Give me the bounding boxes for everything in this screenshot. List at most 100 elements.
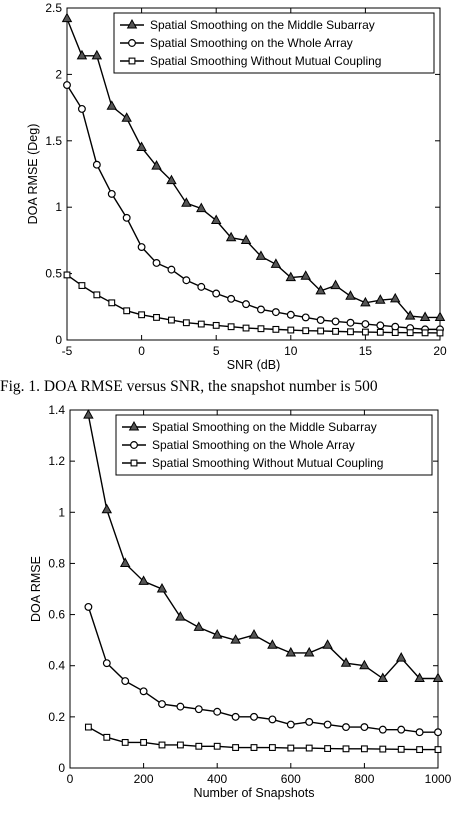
chart2-x-tick-label: 200 bbox=[134, 772, 154, 786]
chart2-y-tick-label: 0.6 bbox=[48, 608, 65, 622]
chart1-data-point bbox=[255, 250, 267, 260]
chart2-series-circle bbox=[84, 602, 442, 737]
chart1-data-point bbox=[152, 259, 161, 267]
chart2-data-point bbox=[360, 723, 369, 732]
chart2-data-point bbox=[248, 629, 260, 639]
chart2-data-point bbox=[324, 745, 332, 752]
chart2-data-point bbox=[158, 741, 166, 749]
chart1-series-circle bbox=[63, 81, 444, 334]
chart1-data-point bbox=[196, 202, 207, 213]
chart1-data-point bbox=[240, 234, 252, 244]
chart1-data-point bbox=[106, 100, 118, 110]
chart2-series-square bbox=[84, 723, 442, 754]
chart2-x-tick-label: 0 bbox=[67, 772, 74, 786]
chart2-data-point bbox=[359, 659, 370, 670]
chart1-data-point bbox=[376, 321, 385, 330]
chart1-data-point bbox=[197, 282, 206, 291]
chart2-data-point bbox=[432, 672, 444, 683]
chart2-data-point bbox=[195, 742, 203, 750]
chart1-data-point bbox=[375, 294, 386, 304]
chart2-data-point bbox=[416, 746, 424, 754]
chart1-data-point bbox=[78, 282, 86, 289]
chart1-plot-frame bbox=[66, 7, 441, 341]
chart1-data-point bbox=[210, 214, 222, 225]
chart1-data-point bbox=[285, 271, 297, 282]
chart2-data-point bbox=[303, 646, 315, 657]
chart2-data-point bbox=[156, 583, 168, 593]
chart2-data-point bbox=[397, 745, 405, 753]
chart2-data-point bbox=[305, 744, 313, 752]
chart1-data-point bbox=[436, 329, 444, 337]
chart1-y-tick-label: 2.5 bbox=[45, 1, 62, 15]
chart1-data-point bbox=[166, 174, 177, 185]
chart2-data-point bbox=[415, 728, 424, 737]
chart1-data-point bbox=[315, 284, 326, 295]
chart1-data-point bbox=[361, 328, 369, 336]
chart2-data-point bbox=[102, 659, 111, 668]
chart2-data-point bbox=[213, 742, 221, 750]
chart1-data-point bbox=[182, 276, 191, 285]
chart2-y-tick-label: 1.2 bbox=[48, 454, 65, 468]
chart1-data-point bbox=[138, 311, 146, 319]
chart2-legend-box bbox=[115, 414, 433, 476]
chart1-data-point bbox=[153, 313, 160, 321]
chart1-legend-marker bbox=[126, 19, 138, 29]
chart1-data-point bbox=[391, 329, 399, 336]
chart2-data-point bbox=[121, 738, 129, 746]
chart1-data-point bbox=[346, 318, 355, 327]
chart2-legend-label: Spatial Smoothing on the Whole Array bbox=[152, 438, 355, 452]
chart1-legend-label: Spatial Smoothing Without Mutual Couplin… bbox=[150, 54, 381, 68]
chart2-legend-marker bbox=[130, 459, 138, 467]
chart2-plot-frame bbox=[69, 409, 439, 769]
chart2-y-axis-label: DOA RMSE bbox=[29, 556, 43, 622]
chart2-legend-marker bbox=[128, 421, 140, 431]
chart1-series-triangle bbox=[61, 12, 446, 321]
chart1-data-point bbox=[389, 292, 401, 303]
chart1-data-point bbox=[182, 319, 190, 327]
chart2-data-point bbox=[268, 715, 277, 724]
chart1-data-point bbox=[270, 258, 282, 268]
chart1-x-tick-label: 15 bbox=[359, 344, 373, 358]
chart1-data-point bbox=[212, 289, 221, 298]
chart2-y-tick-label: 1.4 bbox=[48, 403, 65, 417]
chart1-y-tick-label: 0.5 bbox=[45, 267, 62, 281]
chart2-data-point bbox=[340, 657, 352, 667]
chart2-y-tick-label: 0.4 bbox=[48, 659, 65, 673]
chart2-data-point bbox=[323, 720, 332, 729]
chart2-data-point bbox=[119, 557, 131, 567]
chart2-legend-label: Spatial Smoothing Without Mutual Couplin… bbox=[152, 456, 383, 470]
chart1-data-point bbox=[376, 328, 384, 336]
chart1-legend-label: Spatial Smoothing on the Whole Array bbox=[150, 36, 353, 50]
chart2-data-point bbox=[84, 723, 92, 731]
chart2-data-point bbox=[158, 700, 166, 709]
chart2-data-point bbox=[176, 741, 184, 749]
chart2-data-point bbox=[342, 745, 350, 753]
chart2-legend-label: Spatial Smoothing on the Middle Subarray bbox=[152, 420, 377, 434]
chart1-legend-marker bbox=[128, 39, 136, 47]
chart2-data-point bbox=[231, 712, 240, 721]
chart1-data-point bbox=[345, 290, 356, 300]
chart2-data-point bbox=[250, 712, 258, 721]
chart1-data-point bbox=[107, 189, 116, 198]
chart2-y-tick-label: 1 bbox=[58, 505, 65, 519]
chart1-data-point bbox=[151, 160, 162, 170]
chart2-data-point bbox=[138, 575, 149, 585]
chart1-data-point bbox=[257, 305, 265, 314]
chart1-data-point bbox=[360, 296, 371, 307]
chart2-legend-marker bbox=[130, 441, 138, 449]
chart2-y-tick-label: 0.2 bbox=[48, 710, 65, 724]
chart2-series-triangle bbox=[83, 409, 444, 683]
chart2-data-point bbox=[194, 705, 203, 714]
chart2-x-tick-label: 600 bbox=[281, 772, 301, 786]
chart1-legend-marker bbox=[128, 57, 136, 65]
chart2-data-point bbox=[230, 634, 241, 644]
chart1-data-point bbox=[242, 324, 250, 332]
chart2-data-point bbox=[84, 602, 93, 611]
chart2-data-point bbox=[176, 702, 185, 711]
chart1-legend-label: Spatial Smoothing on the Middle Subarray bbox=[150, 18, 375, 32]
chart1-data-point bbox=[63, 81, 71, 89]
chart1-y-axis-label: DOA RMSE (Deg) bbox=[26, 124, 40, 225]
chart1-data-point bbox=[361, 320, 370, 329]
chart1-data-point bbox=[137, 243, 146, 251]
